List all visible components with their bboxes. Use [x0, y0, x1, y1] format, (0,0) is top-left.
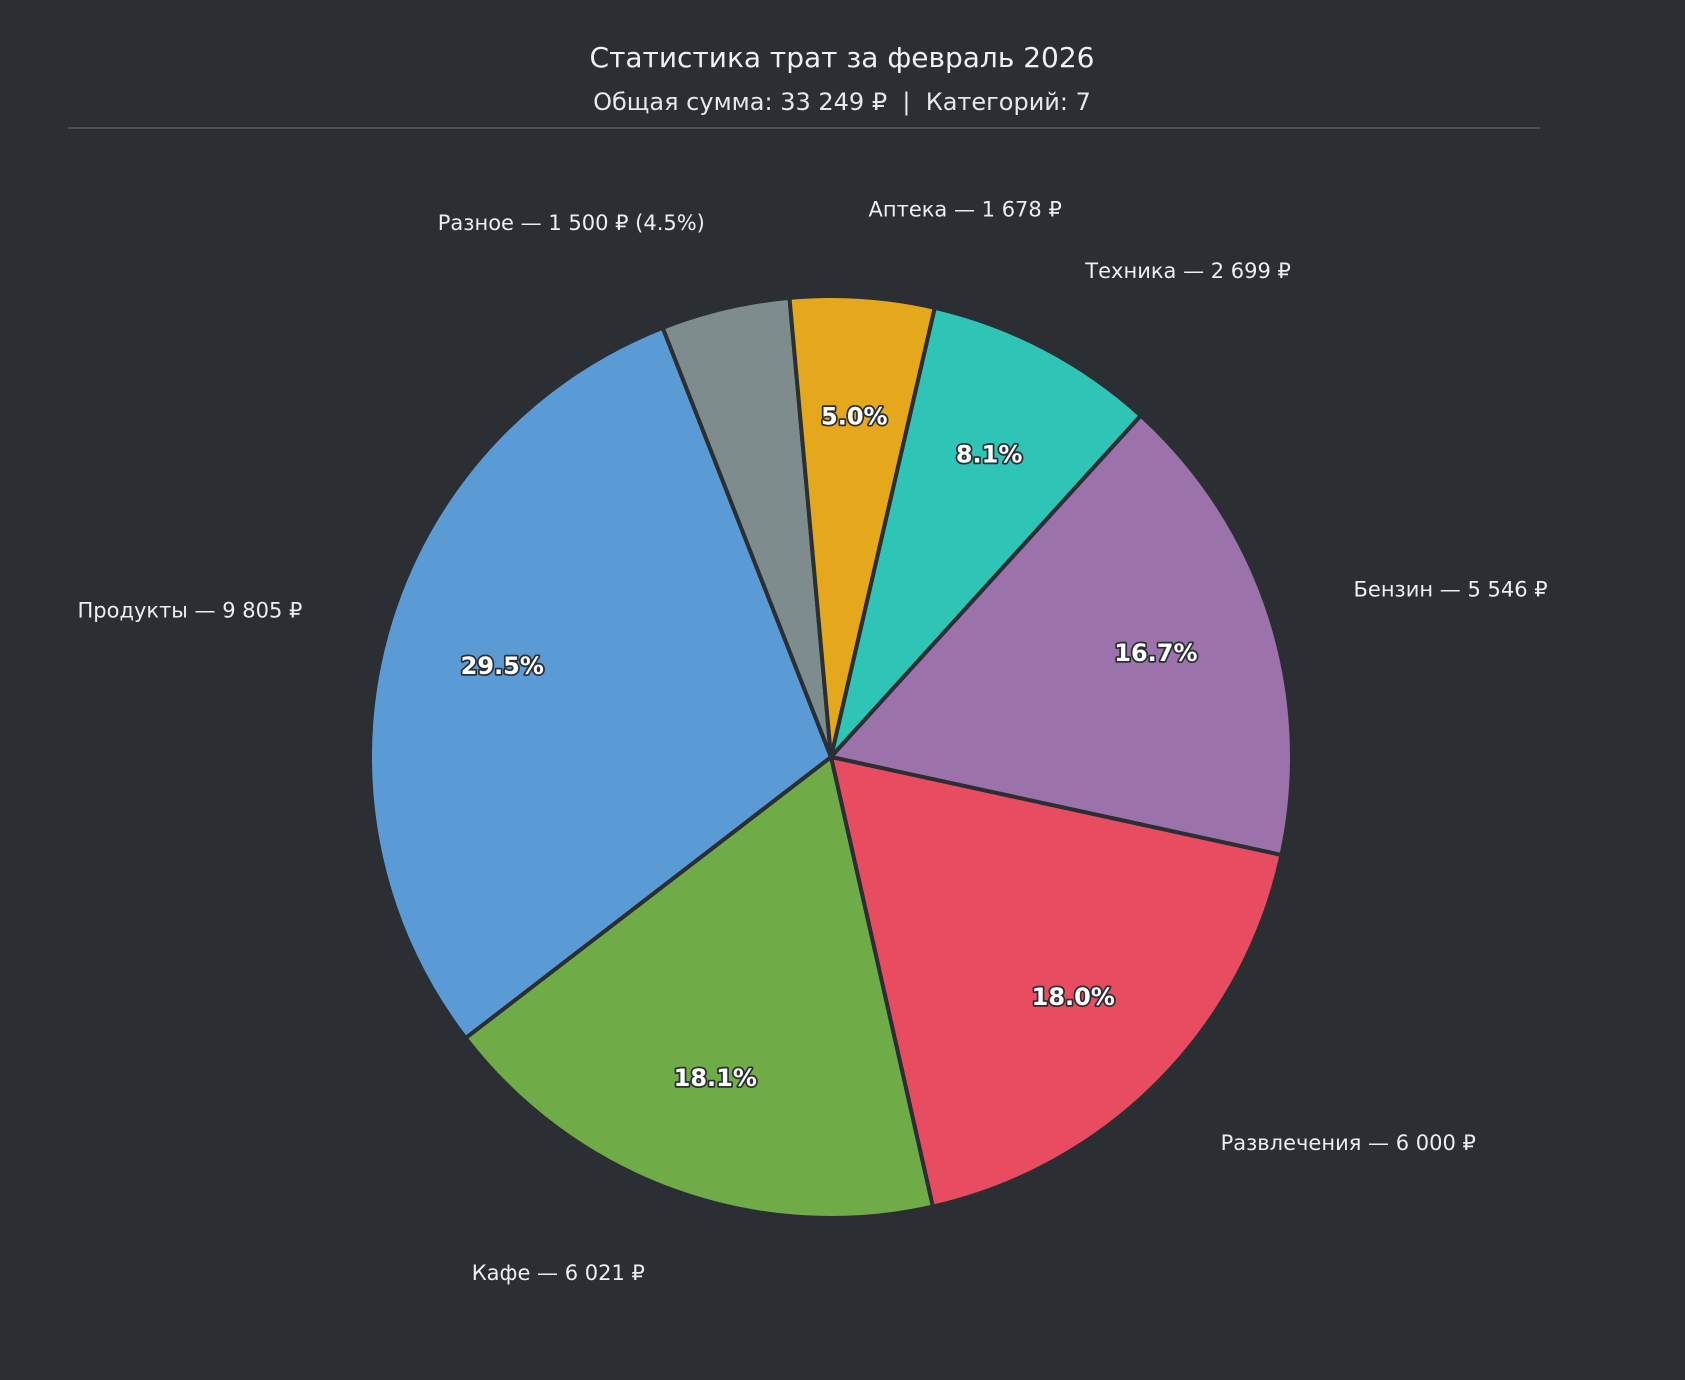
- percent-label-tech: 8.1%: [956, 441, 1023, 469]
- percent-label-cafe: 18.1%: [674, 1064, 757, 1092]
- category-labels: Техника — 2 699 ₽ Бензин — 5 546 ₽ Развлеч…: [77, 198, 1547, 1285]
- category-label-food: Продукты — 9 805 ₽: [77, 598, 302, 622]
- category-label-misc: Разное — 1 500 ₽ (4.5%): [438, 211, 705, 235]
- slice-cafe: [463, 755, 935, 1220]
- slice-pharm: [787, 294, 937, 759]
- category-label-fun: Развлечения — 6 000 ₽: [1221, 1131, 1476, 1155]
- percent-labels: 8.1% 16.7% 18.0% 18.1% 29.5% 5.0%: [459, 401, 1199, 1094]
- slice-food: [368, 325, 833, 1041]
- percent-label-fun: 18.0%: [1032, 983, 1115, 1011]
- percent-label-food: 29.5%: [461, 652, 544, 680]
- percent-label-fuel: 16.7%: [1114, 639, 1197, 667]
- slice-fuel: [829, 413, 1294, 857]
- chart-subtitle: Общая сумма: 33 249 ₽ | Категорий: 7: [593, 88, 1091, 116]
- pie-slices: [368, 294, 1294, 1220]
- slice-tech: [829, 305, 1143, 759]
- category-label-tech: Техника — 2 699 ₽: [1084, 259, 1291, 283]
- slice-fun: [829, 755, 1284, 1209]
- category-label-pharm: Аптека — 1 678 ₽: [869, 198, 1062, 222]
- percent-label-pharm: 5.0%: [821, 403, 888, 431]
- chart-title: Статистика трат за февраль 2026: [590, 41, 1095, 74]
- category-label-cafe: Кафе — 6 021 ₽: [472, 1261, 645, 1285]
- category-label-fuel: Бензин — 5 546 ₽: [1354, 578, 1548, 602]
